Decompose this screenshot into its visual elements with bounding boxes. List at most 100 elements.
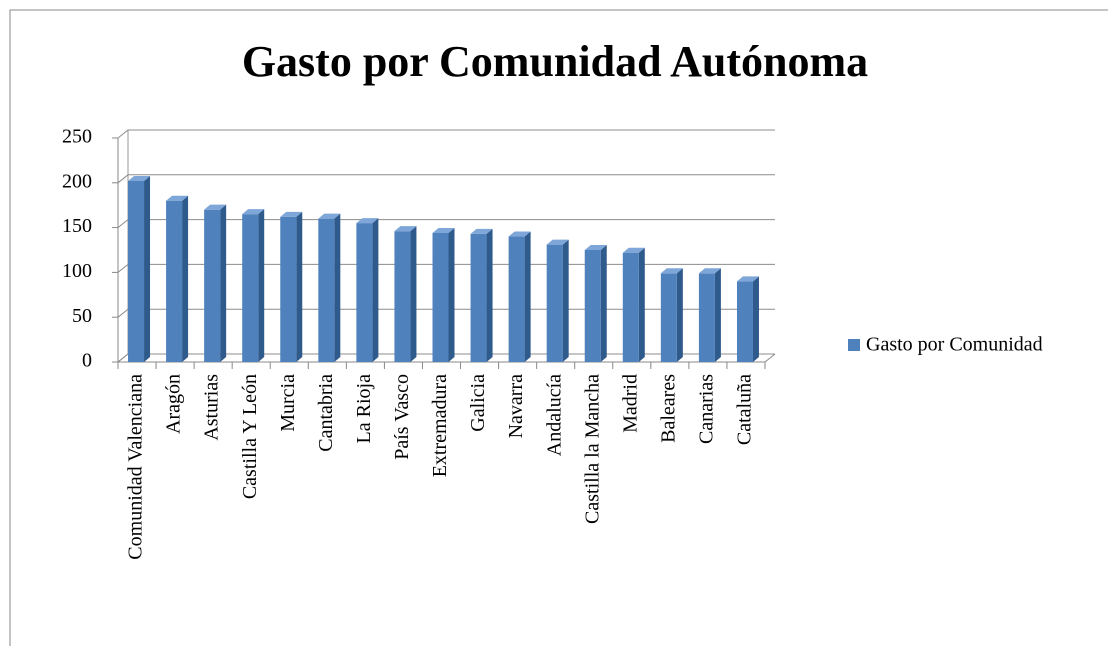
- y-tick-label: 200: [62, 170, 92, 192]
- bar: [280, 211, 303, 362]
- x-tick-label: Extremadura: [429, 374, 451, 477]
- bar-top: [622, 247, 645, 253]
- chart-title: Gasto por Comunidad Autónoma: [242, 37, 868, 86]
- bar-front: [166, 200, 183, 362]
- bar-top: [432, 227, 455, 233]
- bar-top: [204, 204, 227, 210]
- bar-front: [508, 236, 525, 362]
- bar-front: [280, 216, 297, 362]
- bar: [166, 195, 189, 362]
- bar-front: [128, 181, 145, 362]
- bar-side: [638, 247, 645, 362]
- bar-top: [280, 211, 303, 217]
- bar-front: [204, 209, 221, 362]
- back-wall-edge: [117, 130, 129, 363]
- bar-side: [144, 176, 151, 362]
- bar-front: [394, 231, 411, 362]
- bar-top: [660, 268, 683, 274]
- bar-front: [546, 244, 563, 362]
- bar-side: [410, 226, 417, 362]
- bar: [546, 239, 569, 362]
- bar-side: [372, 218, 379, 362]
- chart-border: [9, 9, 1108, 646]
- legend-swatch: [848, 339, 860, 351]
- x-tick-label: Asturias: [201, 374, 223, 441]
- bar-side: [296, 211, 303, 362]
- legend-label: Gasto por Comunidad: [866, 334, 1043, 356]
- bar-side: [220, 204, 227, 362]
- bar-front: [432, 232, 449, 362]
- bar-side: [600, 245, 607, 362]
- y-tick-label: 100: [62, 260, 92, 282]
- bar: [584, 245, 607, 362]
- bar: [128, 176, 151, 362]
- x-tick-label: Murcia: [277, 374, 299, 432]
- bar-top: [128, 176, 151, 182]
- x-tick-label: País Vasco: [391, 374, 413, 460]
- x-tick-label: Castilla la Mancha: [581, 374, 603, 524]
- bar-front: [470, 233, 487, 362]
- grid-line: [117, 129, 775, 139]
- bar-front: [356, 223, 373, 362]
- bar-side: [448, 227, 455, 362]
- y-tick-label: 0: [82, 350, 92, 372]
- bar-side: [714, 268, 721, 362]
- x-tick-label: La Rioja: [353, 374, 375, 444]
- bar-side: [676, 268, 683, 362]
- grid-line: [117, 174, 775, 184]
- bar: [204, 204, 227, 362]
- bar: [736, 276, 759, 362]
- bar-top: [546, 239, 569, 245]
- bar-side: [752, 276, 759, 362]
- x-tick-label: Madrid: [619, 374, 641, 433]
- bar-side: [524, 231, 531, 362]
- y-tick-label: 50: [72, 305, 92, 327]
- x-tick-label: Navarra: [505, 374, 527, 439]
- x-tick-label: Galicia: [467, 374, 489, 432]
- bar-top: [470, 228, 493, 234]
- bar-top: [242, 209, 265, 215]
- bar-front: [622, 252, 639, 362]
- bar: [622, 247, 645, 362]
- y-tick-label: 250: [62, 126, 92, 148]
- bar: [698, 268, 721, 362]
- x-tick-label: Cantabria: [315, 374, 337, 452]
- bar-top: [736, 276, 759, 282]
- bar-side: [258, 209, 265, 362]
- bar-top: [166, 195, 189, 201]
- bar-front: [318, 218, 335, 362]
- bar-side: [486, 228, 493, 362]
- y-tick-label: 150: [62, 215, 92, 237]
- bar-front: [584, 250, 601, 362]
- bar-top: [394, 226, 417, 232]
- bar-top: [356, 218, 379, 224]
- bar: [470, 228, 493, 362]
- bar: [508, 231, 531, 362]
- bar-side: [562, 239, 569, 362]
- bar-front: [660, 273, 677, 362]
- bar: [394, 226, 417, 362]
- bar: [432, 227, 455, 362]
- bar-top: [584, 245, 607, 250]
- bar: [660, 268, 683, 362]
- bar-side: [334, 213, 341, 362]
- bar-front: [242, 214, 259, 362]
- x-tick-label: Andalucía: [543, 374, 565, 456]
- bar: [356, 218, 379, 362]
- x-tick-label: Comunidad Valenciana: [125, 374, 147, 560]
- bar-top: [698, 268, 721, 274]
- bar-front: [698, 273, 715, 362]
- x-tick-label: Canarias: [696, 374, 718, 444]
- bar-front: [736, 281, 753, 362]
- x-tick-label: Aragón: [163, 374, 185, 434]
- bar-side: [182, 195, 189, 362]
- bar-top: [508, 231, 531, 237]
- grid-line: [117, 219, 775, 228]
- x-tick-label: Baleares: [657, 374, 679, 443]
- x-tick-label: Cataluña: [734, 374, 756, 445]
- bar-top: [318, 213, 341, 219]
- bar: [242, 209, 265, 362]
- x-tick-label: Castilla Y León: [239, 374, 261, 499]
- bar: [318, 213, 341, 362]
